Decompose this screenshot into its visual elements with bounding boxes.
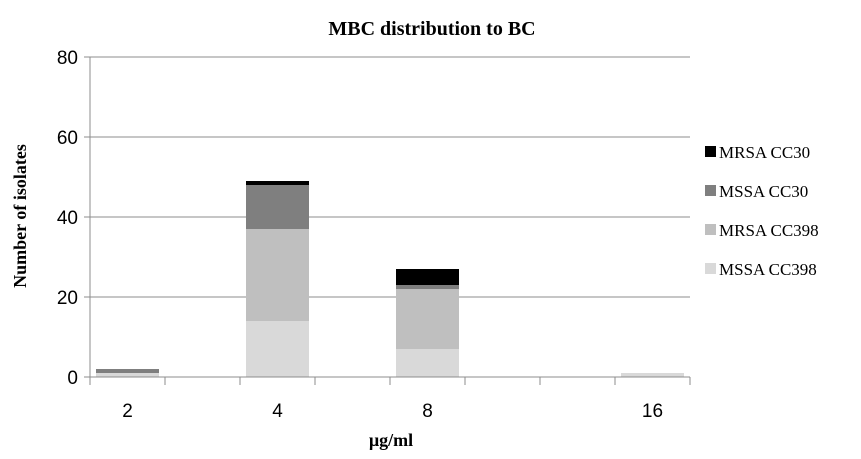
bar-segment-mssa-cc30 bbox=[246, 185, 309, 229]
bar-segment-mssa-cc398 bbox=[96, 373, 159, 377]
legend-swatch bbox=[705, 224, 716, 235]
x-axis-title: µg/ml bbox=[369, 430, 413, 450]
y-tick-label: 20 bbox=[57, 288, 78, 309]
x-tick-label: 4 bbox=[272, 401, 283, 422]
bar-segment-mrsa-cc30 bbox=[396, 269, 459, 285]
legend-swatch bbox=[705, 263, 716, 274]
bar-segment-mrsa-cc398 bbox=[396, 289, 459, 349]
legend-label: MSSA CC30 bbox=[719, 182, 808, 201]
bar-segment-mssa-cc398 bbox=[621, 373, 684, 377]
legend-swatch bbox=[705, 185, 716, 196]
legend-label: MSSA CC398 bbox=[719, 260, 817, 279]
axes: 0 20 40 60 80 2 4 8 16 bbox=[57, 48, 691, 422]
x-tick-label: 8 bbox=[422, 401, 433, 422]
legend-label: MRSA CC30 bbox=[719, 143, 810, 162]
y-tick-label: 0 bbox=[67, 368, 78, 389]
y-tick-label: 80 bbox=[57, 48, 78, 69]
chart-title: MBC distribution to BC bbox=[328, 18, 535, 40]
x-tick-label: 2 bbox=[122, 401, 133, 422]
y-tick-label: 60 bbox=[57, 128, 78, 149]
bars bbox=[96, 181, 684, 377]
gridlines bbox=[90, 56, 690, 298]
bar-segment-mssa-cc398 bbox=[246, 321, 309, 377]
bar-segment-mssa-cc30 bbox=[396, 285, 459, 289]
legend-label: MRSA CC398 bbox=[719, 221, 819, 240]
legend: MRSA CC30 MSSA CC30 MRSA CC398 MSSA CC398 bbox=[705, 143, 819, 279]
bar-segment-mrsa-cc398 bbox=[246, 229, 309, 321]
bar-segment-mssa-cc30 bbox=[96, 369, 159, 373]
y-tick-label: 40 bbox=[57, 208, 78, 229]
bar-segment-mssa-cc398 bbox=[396, 349, 459, 377]
x-tick-label: 16 bbox=[642, 401, 663, 422]
legend-swatch bbox=[705, 146, 716, 157]
bar-segment-mrsa-cc30 bbox=[246, 181, 309, 185]
y-axis-title: Number of isolates bbox=[10, 144, 30, 288]
